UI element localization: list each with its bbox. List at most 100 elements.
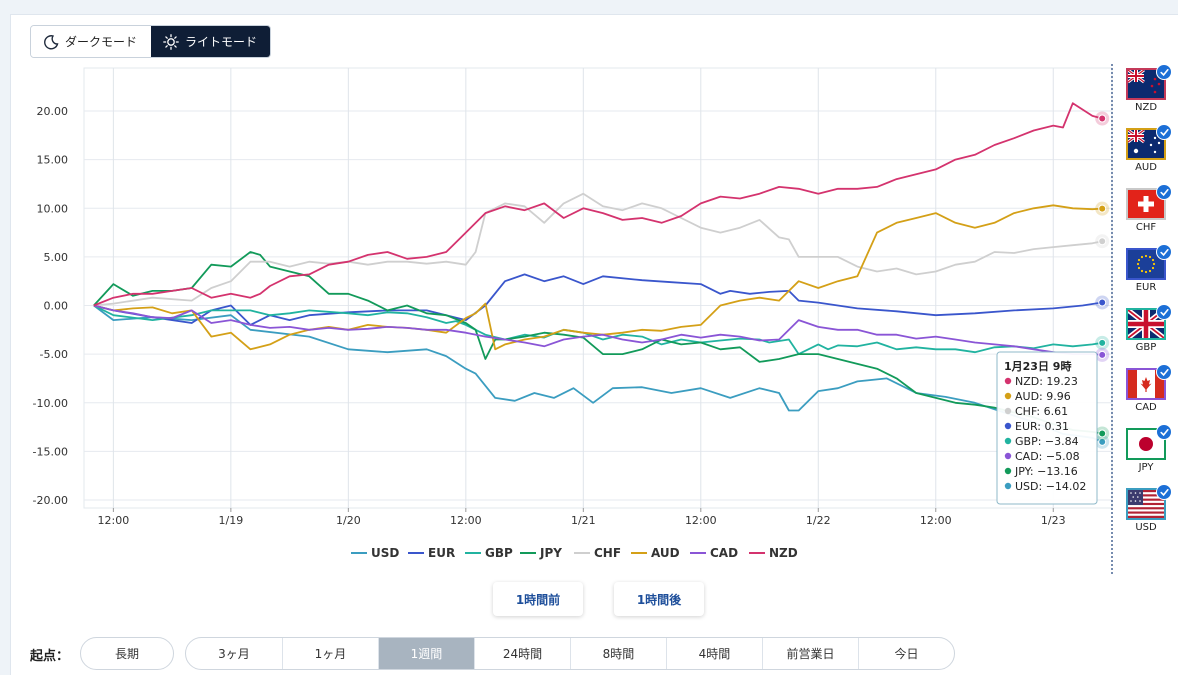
flag-label: CHF <box>1135 222 1157 233</box>
tooltip-dot <box>1004 452 1012 460</box>
series-marker-usd <box>1098 437 1107 446</box>
tooltip-dot <box>1004 392 1012 400</box>
legend-label: JPY <box>539 546 562 560</box>
checkmark-icon <box>1156 424 1172 440</box>
tooltip-entry: AUD: 9.96 <box>1015 390 1071 403</box>
series-marker-cad <box>1098 350 1107 359</box>
legend-item-nzd[interactable]: NZD <box>749 546 798 560</box>
tooltip-dot <box>1004 482 1012 490</box>
checkmark-icon <box>1156 64 1172 80</box>
au-flag-icon <box>1126 128 1166 160</box>
x-tick-label: 1/20 <box>336 514 361 527</box>
legend-label: EUR <box>428 546 455 560</box>
tooltip-dot <box>1004 437 1012 445</box>
us-flag-icon <box>1126 488 1166 520</box>
period-button[interactable]: 前営業日 <box>762 638 858 669</box>
flag-toggle-chf[interactable]: CHF <box>1126 184 1172 244</box>
checkmark-icon <box>1156 304 1172 320</box>
y-tick-label: 15.00 <box>37 154 69 167</box>
dark-mode-button[interactable]: ダークモード <box>31 26 151 57</box>
legend-label: AUD <box>651 546 680 560</box>
legend-item-gbp[interactable]: GBP <box>465 546 513 560</box>
legend-item-chf[interactable]: CHF <box>574 546 621 560</box>
legend-label: USD <box>371 546 399 560</box>
series-line-gbp <box>93 304 1103 355</box>
tooltip-dot <box>1004 467 1012 475</box>
series-marker-aud <box>1098 204 1107 213</box>
flag-label: EUR <box>1135 282 1157 293</box>
series-marker-gbp <box>1098 338 1107 347</box>
series-line-eur <box>93 273 1103 326</box>
tooltip-entry: EUR: 0.31 <box>1015 420 1069 433</box>
y-tick-label: -15.00 <box>33 445 68 458</box>
period-button[interactable]: 1ヶ月 <box>282 638 378 669</box>
theme-toggle: ダークモード ライトモード <box>30 25 271 58</box>
flag-toggle-aud[interactable]: AUD <box>1126 124 1172 184</box>
tooltip-entry: USD: −14.02 <box>1015 480 1086 493</box>
flag-label: JPY <box>1138 462 1154 473</box>
checkmark-icon <box>1156 124 1172 140</box>
content-frame <box>10 14 1178 675</box>
y-tick-label: 5.00 <box>44 251 69 264</box>
checkmark-icon <box>1156 364 1172 380</box>
flag-label: NZD <box>1134 102 1158 113</box>
x-tick-label: 1/23 <box>1041 514 1066 527</box>
legend-label: GBP <box>485 546 513 560</box>
y-tick-label: 0.00 <box>44 300 69 313</box>
data-tooltip: 1月23日 9時 NZD: 19.23 AUD: 9.96 CHF: 6.61 EUR:… <box>996 351 1098 505</box>
period-selector: 3ヶ月 1ヶ月 1週間 24時間 8時間 4時間 前営業日 今日 <box>185 637 955 670</box>
series-line-usd <box>93 304 1103 443</box>
sun-icon <box>163 33 179 50</box>
legend-item-aud[interactable]: AUD <box>631 546 680 560</box>
series-line-chf <box>93 192 1103 307</box>
checkmark-icon <box>1156 244 1172 260</box>
x-tick-label: 12:00 <box>920 514 952 527</box>
tooltip-entry: NZD: 19.23 <box>1015 375 1078 388</box>
tooltip-dot <box>1004 377 1012 385</box>
prev-hour-button[interactable]: 1時間前 <box>493 582 583 616</box>
x-tick-label: 12:00 <box>685 514 717 527</box>
legend-label: NZD <box>769 546 798 560</box>
x-tick-label: 12:00 <box>98 514 130 527</box>
light-mode-label: ライトモード <box>185 35 258 49</box>
legend-item-eur[interactable]: EUR <box>408 546 455 560</box>
tooltip-title: 1月23日 9時 <box>1004 359 1071 373</box>
tooltip-entry: CHF: 6.61 <box>1015 405 1068 418</box>
flag-label: GBP <box>1135 342 1157 353</box>
flag-toggle-nzd[interactable]: NZD <box>1126 64 1172 124</box>
y-tick-label: -20.00 <box>33 494 68 507</box>
next-hour-button[interactable]: 1時間後 <box>614 582 704 616</box>
period-button[interactable]: 3ヶ月 <box>218 647 250 661</box>
tooltip-entry: CAD: −5.08 <box>1015 450 1080 463</box>
flag-toggle-cad[interactable]: CAD <box>1126 364 1172 424</box>
legend-item-usd[interactable]: USD <box>351 546 399 560</box>
series-marker-nzd <box>1098 114 1107 123</box>
legend-item-jpy[interactable]: JPY <box>520 546 562 560</box>
period-button[interactable]: 今日 <box>858 638 954 669</box>
flag-toggle-eur[interactable]: EUR <box>1126 244 1172 304</box>
y-tick-label: 20.00 <box>37 105 69 118</box>
series-line-jpy <box>93 251 1103 435</box>
period-long-button[interactable]: 長期 <box>80 637 174 670</box>
y-tick-label: -10.00 <box>33 397 68 410</box>
period-button[interactable]: 24時間 <box>474 638 570 669</box>
period-button[interactable]: 4時間 <box>666 638 762 669</box>
x-tick-label: 1/21 <box>571 514 596 527</box>
legend-label: CHF <box>594 546 621 560</box>
period-button[interactable]: 8時間 <box>570 638 666 669</box>
y-tick-label: 10.00 <box>37 202 69 215</box>
flag-toggle-gbp[interactable]: GBP <box>1126 304 1172 364</box>
flag-toggle-usd[interactable]: USD <box>1126 484 1172 544</box>
currency-strength-chart: 20.00 15.00 10.00 5.00 0.00 -5.00 -10.00 -15.00… <box>33 64 1113 575</box>
tooltip-entry: GBP: −3.84 <box>1015 435 1079 448</box>
nz-flag-icon <box>1126 68 1166 100</box>
flag-toggle-jpy[interactable]: JPY <box>1126 424 1172 484</box>
series-line-nzd <box>93 102 1103 307</box>
light-mode-button[interactable]: ライトモード <box>151 26 270 57</box>
flag-label: AUD <box>1135 162 1157 173</box>
legend-item-cad[interactable]: CAD <box>690 546 738 560</box>
dark-mode-label: ダークモード <box>65 35 138 49</box>
tooltip-box <box>996 351 1098 505</box>
y-tick-label: -5.00 <box>40 348 68 361</box>
period-button[interactable]: 1週間 <box>378 638 474 669</box>
